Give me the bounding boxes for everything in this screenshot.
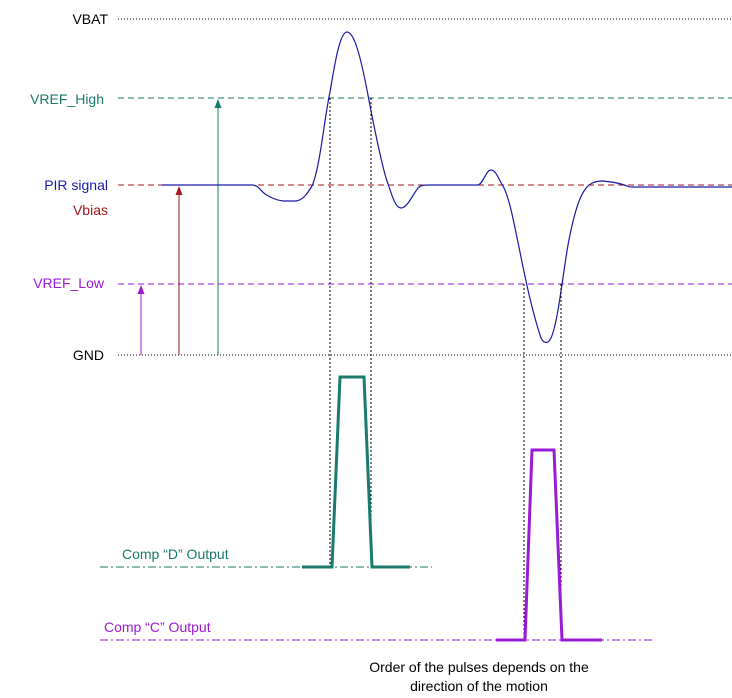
comp-d-pulse — [302, 375, 410, 569]
vbias-label: Vbias — [73, 202, 108, 218]
comp-d-label: Comp “D” Output — [122, 546, 229, 562]
caption-line-2: direction of the motion — [410, 678, 548, 694]
pir-signal-waveform — [162, 31, 732, 344]
vbat-label: VBAT — [72, 11, 108, 27]
vref-low-arrow — [137, 285, 145, 355]
pir-signal-label: PIR signal — [44, 177, 108, 193]
vref-high-label: VREF_High — [30, 91, 104, 107]
vref-high-arrow — [214, 99, 222, 355]
gnd-label: GND — [73, 347, 104, 363]
caption-line-1: Order of the pulses depends on the — [369, 659, 589, 675]
vref-low-label: VREF_Low — [33, 275, 105, 291]
comp-c-pulse — [496, 448, 602, 642]
vbias-arrow — [175, 186, 183, 355]
comp-c-label: Comp “C” Output — [104, 619, 211, 635]
